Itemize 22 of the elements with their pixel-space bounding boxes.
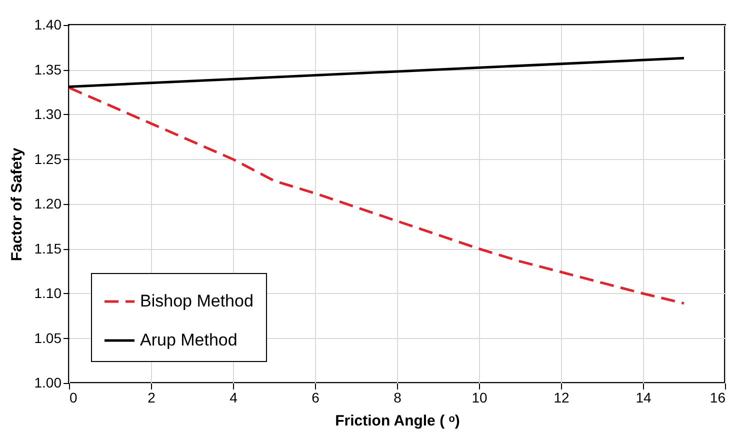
x-tick-label: 8 — [394, 390, 402, 406]
y-tick-label: 1.40 — [34, 16, 62, 32]
y-tick-label: 1.35 — [34, 61, 62, 78]
legend-label: Arup Method — [140, 330, 238, 350]
x-tick-label: 14 — [636, 390, 652, 406]
x-tick-label: 2 — [148, 390, 156, 406]
y-tick-label: 1.15 — [34, 240, 62, 256]
y-tick-label: 1.25 — [34, 150, 62, 167]
y-tick-label: 1.30 — [34, 106, 62, 122]
y-tick-label: 1.00 — [34, 374, 62, 390]
x-tick-label: 16 — [710, 390, 726, 406]
legend-label: Bishop Method — [140, 292, 254, 310]
x-tick-label: 12 — [554, 390, 570, 406]
y-axis-title: Factor of Safety — [8, 147, 26, 262]
x-tick-label: 6 — [312, 390, 320, 406]
x-tick-label: 4 — [230, 390, 238, 406]
x-tick-label: 0 — [70, 390, 78, 406]
y-tick-label: 1.20 — [34, 196, 62, 212]
x-tick-label: 10 — [472, 390, 488, 406]
y-tick-label: 1.10 — [34, 285, 62, 301]
x-axis-title: Friction Angle ( ᵒ) — [335, 412, 460, 430]
y-tick-label: 1.05 — [34, 330, 62, 346]
